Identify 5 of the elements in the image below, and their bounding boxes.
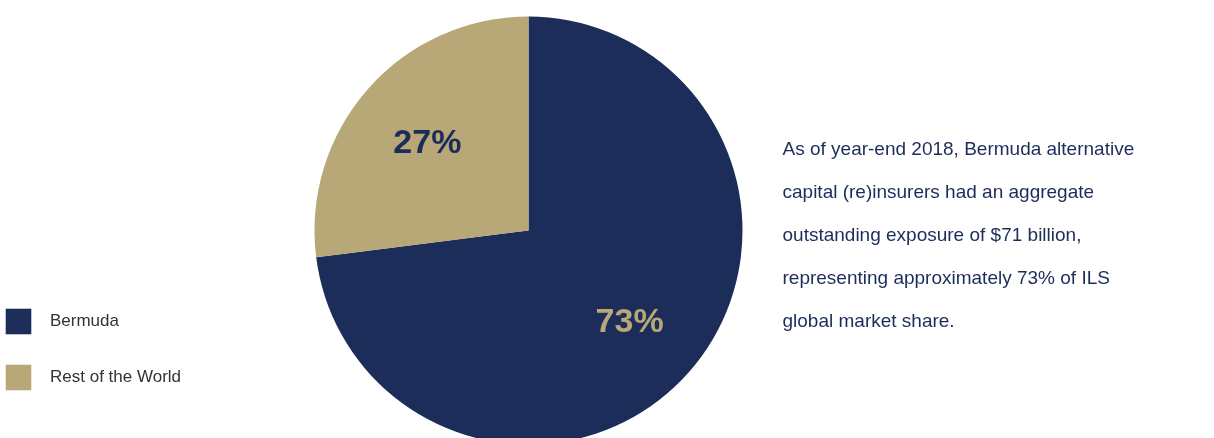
legend-label: Bermuda [50, 311, 119, 331]
text: As of year-end 2018, Bermuda alternative capital (re)insurers had an aggregate outstanding exposure of $71 billion, representing approximately 73% of ILS global market share. [782, 138, 1135, 331]
data-label: 73% [595, 300, 664, 339]
data-label: 27% [393, 122, 462, 161]
legend-label: Rest of the World [50, 367, 182, 387]
